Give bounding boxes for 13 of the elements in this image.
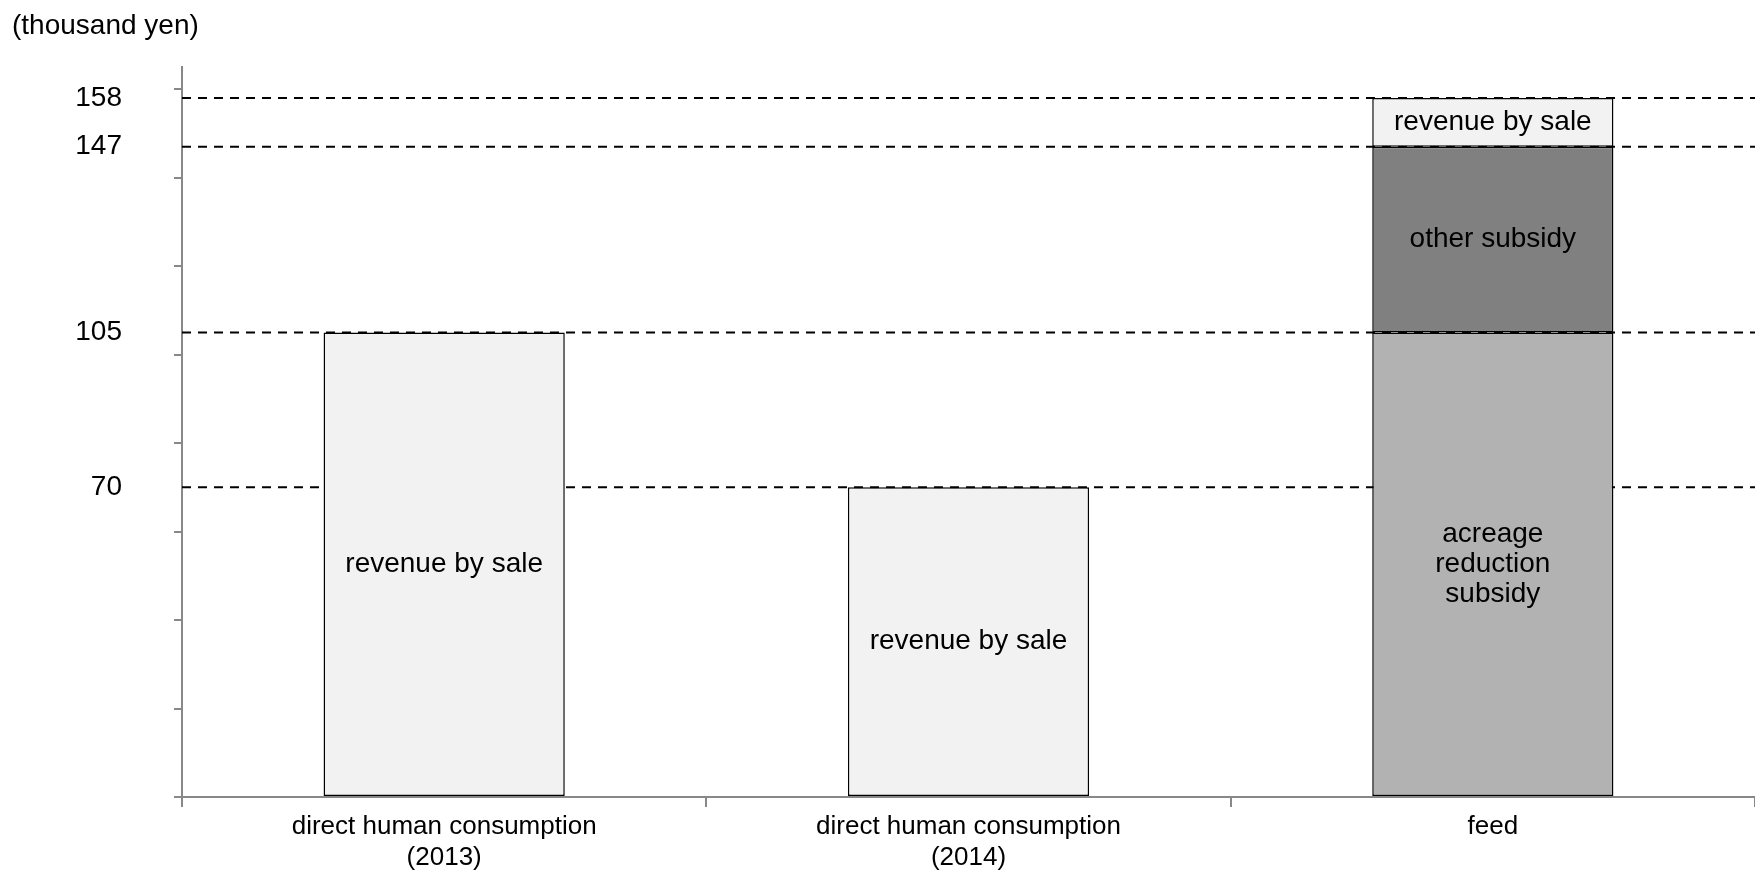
y-tick-label: 147 xyxy=(75,129,122,161)
text: revenue by sale xyxy=(345,546,544,578)
x-tick-label: direct human consumption (2014) xyxy=(816,809,1121,871)
x-tick-label: direct human consumption (2013) xyxy=(291,809,597,871)
series-label: acreage reduction subsidy xyxy=(1435,516,1551,609)
x-tick-label: feed xyxy=(1467,809,1519,840)
series-label: other subsidy xyxy=(1409,222,1577,254)
y-tick-label: 70 xyxy=(90,470,122,502)
series-label: revenue by sale xyxy=(1393,105,1592,137)
y-tick-label: 158 xyxy=(75,80,122,112)
y-axis-title: (thousand yen) xyxy=(12,8,199,40)
y-tick-label: 105 xyxy=(75,315,122,347)
text: revenue by sale xyxy=(869,624,1068,656)
